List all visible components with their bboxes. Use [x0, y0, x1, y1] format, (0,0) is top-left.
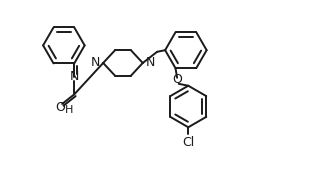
Text: N: N [69, 70, 79, 83]
Text: N: N [145, 57, 155, 69]
Text: O: O [56, 101, 65, 114]
Text: O: O [172, 73, 182, 86]
Text: H: H [65, 105, 73, 115]
Text: N: N [91, 57, 100, 69]
Text: Cl: Cl [182, 136, 194, 149]
